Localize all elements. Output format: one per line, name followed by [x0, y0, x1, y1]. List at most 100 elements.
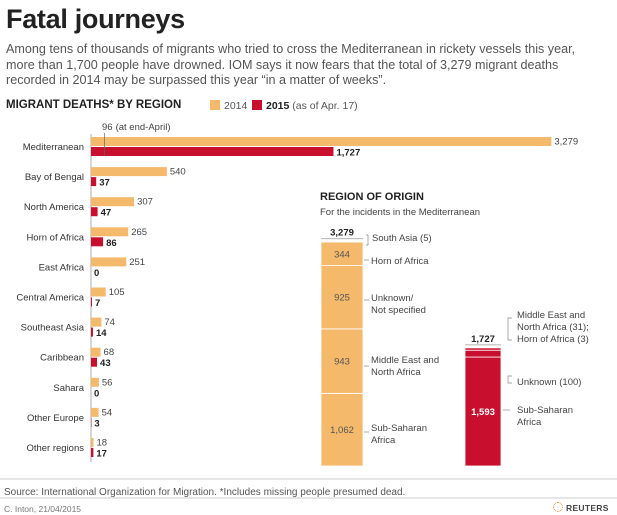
origin-label-unknown-line-2: Not specified — [371, 305, 426, 316]
value-label-2015-central-america: 7 — [95, 298, 100, 309]
category-label-bay-of-bengal: Bay of Bengal — [25, 172, 84, 183]
credit-line: C. Inton, 21/04/2015 — [4, 504, 82, 514]
category-label-east-africa: East Africa — [39, 262, 85, 273]
origin-label-2015-mena-horn-line-3: Horn of Africa (3) — [517, 334, 589, 345]
origin-label-sub-saharan-2014: Sub-Saharan Africa — [371, 423, 427, 446]
category-label-caribbean: Caribbean — [40, 353, 84, 364]
stack-value-2014-middle-east-and-north-africa: 943 — [334, 357, 350, 368]
origin-label-2015-unknown-line-1: Unknown (100) — [517, 377, 581, 388]
category-label-mediterranean: Mediterranean — [23, 142, 84, 153]
origin-title: REGION OF ORIGIN — [320, 191, 424, 203]
bar-2015-north-america — [91, 207, 98, 217]
legend-item-2015: 2015 (as of Apr. 17) — [252, 100, 358, 112]
origin-label-2015-mena-horn-line-2: North Africa (31); — [517, 322, 589, 333]
legend-label-2015: 2015 — [266, 100, 290, 112]
annotation-note: (at end-April) — [116, 122, 171, 133]
origin-label-2015-mena-horn: Middle East and North Africa (31); Horn of… — [517, 310, 589, 345]
origin-label-south-asia: South Asia (5) — [372, 233, 432, 244]
origin-label-horn-of-africa: Horn of Africa — [371, 256, 429, 267]
stack-value-2014-horn-of-africa: 344 — [334, 249, 350, 260]
origin-label-2015-sub-saharan-line-1: Sub-Saharan — [517, 405, 573, 416]
value-label-2015-southeast-asia: 14 — [96, 328, 107, 339]
leader-2015-mena-horn — [507, 317, 512, 341]
category-label-north-america: North America — [24, 202, 85, 213]
stack-total-2014: 3,279 — [330, 228, 354, 239]
brand-text: REUTERS — [566, 503, 609, 513]
value-label-2014-central-america: 105 — [109, 287, 125, 298]
leader-south-asia — [366, 234, 369, 246]
value-label-2014-east-africa: 251 — [129, 257, 145, 268]
origin-label-mena-line-1: Middle East and — [371, 355, 439, 366]
annotation-value: 96 — [102, 122, 113, 133]
origin-label-south-asia-line-1: South Asia (5) — [372, 233, 432, 244]
annotation-label: 96 (at end-April) — [102, 122, 171, 133]
leader-2015-unknown — [507, 375, 512, 384]
value-label-2014-bay-of-bengal: 540 — [170, 167, 186, 178]
origin-label-sub-saharan-2014-line-1: Sub-Saharan — [371, 423, 427, 434]
origin-label-horn-of-africa-line-1: Horn of Africa — [371, 256, 429, 267]
stack-segment-2015-sub-saharan-africa — [464, 356, 502, 467]
category-label-other-europe: Other Europe — [27, 413, 84, 424]
legend-swatch-2014 — [210, 100, 220, 110]
source-note: Source: International Organization for M… — [4, 487, 406, 498]
category-label-central-america: Central America — [16, 293, 84, 304]
bar-2014-bay-of-bengal — [91, 167, 167, 177]
origin-label-2015-sub-saharan: Sub-Saharan Africa — [517, 405, 573, 428]
bar-2014-other-regions — [91, 438, 94, 447]
stack-value-2014-sub-saharan-africa: 1,062 — [330, 425, 354, 436]
category-label-sahara: Sahara — [53, 383, 84, 394]
stack-segment-2014-middle-east-and-north-africa — [320, 328, 364, 394]
bar-2014-other-europe — [91, 407, 99, 417]
stack-value-2015-sub-saharan-africa: 1,593 — [471, 407, 495, 418]
reuters-dot-icon — [553, 502, 563, 512]
bar-2015-horn-of-africa — [91, 237, 104, 247]
category-label-southeast-asia: Southeast Asia — [21, 323, 85, 334]
value-label-2015-other-europe: 3 — [94, 418, 99, 429]
bar-2015-mediterranean — [91, 147, 334, 156]
origin-label-sub-saharan-2014-line-2: Africa — [371, 435, 396, 446]
value-label-2015-mediterranean: 1,727 — [336, 148, 360, 159]
origin-label-2015-sub-saharan-line-2: Africa — [517, 417, 542, 428]
value-label-2014-horn-of-africa: 265 — [131, 227, 147, 238]
value-label-2015-other-regions: 17 — [96, 449, 107, 460]
stack-segment-2015-unknown-100 — [464, 349, 502, 358]
value-label-2015-sahara: 0 — [94, 388, 99, 399]
reuters-logo: REUTERS — [553, 502, 609, 513]
page-subtitle: Among tens of thousands of migrants who … — [6, 42, 576, 87]
legend-swatch-2015 — [252, 100, 262, 110]
stack-total-2015: 1,727 — [471, 334, 495, 345]
bar-2014-east-africa — [91, 257, 127, 267]
stack-segment-2014-unknown-not-specified — [320, 265, 364, 330]
bar-2015-other-regions — [91, 448, 94, 457]
legend-label-2014: 2014 — [224, 100, 248, 112]
bar-2014-north-america — [91, 197, 135, 207]
bar-2014-caribbean — [91, 347, 101, 357]
chart-heading: MIGRANT DEATHS* BY REGION — [6, 99, 182, 111]
value-label-2014-southeast-asia: 74 — [104, 317, 115, 328]
legend-item-2014: 2014 — [210, 100, 247, 112]
stack-value-2014-unknown-not-specified: 925 — [334, 293, 350, 304]
stack-segment-2015-middle-east-and-north-africa-31-horn-of-africa-3 — [464, 347, 502, 351]
origin-label-mena: Middle East and North Africa — [371, 355, 439, 378]
origin-label-2015-unknown: Unknown (100) — [517, 377, 581, 388]
value-label-2014-north-america: 307 — [137, 197, 153, 208]
bar-2015-caribbean — [91, 357, 98, 367]
value-label-2015-north-america: 47 — [101, 208, 112, 219]
value-label-2014-other-regions: 18 — [97, 438, 108, 449]
value-label-2015-east-africa: 0 — [94, 268, 99, 279]
bar-2014-southeast-asia — [91, 317, 102, 327]
origin-label-unknown: Unknown/Not specified — [371, 293, 426, 316]
value-label-2015-horn-of-africa: 86 — [106, 238, 117, 249]
origin-label-2015-mena-horn-line-1: Middle East and — [517, 310, 585, 321]
bar-2014-mediterranean — [91, 137, 552, 146]
value-label-2014-caribbean: 68 — [104, 347, 115, 358]
value-label-2015-bay-of-bengal: 37 — [99, 178, 110, 189]
bar-2015-southeast-asia — [91, 327, 93, 337]
bar-2014-central-america — [91, 287, 106, 297]
value-label-2014-other-europe: 54 — [102, 407, 113, 418]
page-title: Fatal journeys — [6, 4, 185, 34]
origin-label-mena-line-2: North Africa — [371, 367, 421, 378]
category-label-other-regions: Other regions — [26, 443, 84, 454]
bar-2014-horn-of-africa — [91, 227, 129, 237]
